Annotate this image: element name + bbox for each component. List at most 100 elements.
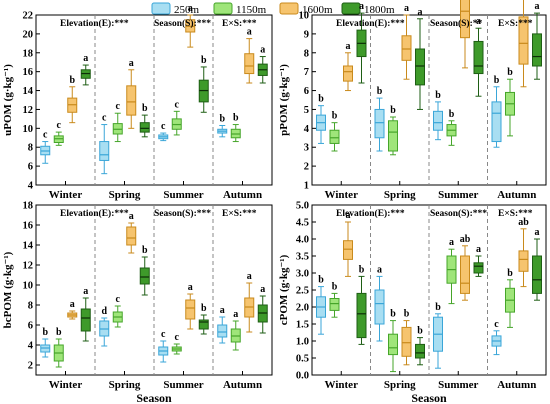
y-tick-label: 4 bbox=[304, 124, 310, 135]
box-1600m-autumn: a bbox=[518, 0, 529, 88]
y-tick-label: 1.5 bbox=[296, 320, 309, 331]
significance-letter: b bbox=[332, 111, 338, 122]
x-tick-label-autumn: Autumn bbox=[223, 189, 262, 201]
box-1800m-spring: b bbox=[415, 326, 425, 366]
significance-letter: a bbox=[188, 3, 193, 14]
x-axis-label: Season bbox=[411, 391, 447, 404]
box-1800m-winter: a bbox=[80, 53, 91, 86]
box-body bbox=[126, 85, 137, 116]
significance-letter: a bbox=[70, 299, 75, 310]
stats-annotation: Season(S):*** bbox=[154, 208, 211, 219]
significance-letter: a bbox=[535, 1, 540, 12]
y-tick-label: 4 bbox=[28, 181, 34, 192]
y-tick-label: 1 bbox=[304, 181, 309, 192]
box-1600m-summer: a bbox=[185, 3, 196, 48]
y-tick-label: 18 bbox=[23, 201, 34, 212]
y-tick-label: 4.5 bbox=[296, 218, 309, 229]
box-body bbox=[518, 250, 529, 272]
significance-letter: c bbox=[175, 99, 180, 110]
significance-letter: b bbox=[435, 302, 441, 313]
box-1800m-summer: a bbox=[473, 16, 484, 97]
x-tick-label-summer: Summer bbox=[163, 189, 203, 201]
stats-annotation: Season(S):** bbox=[430, 18, 483, 29]
stats-annotation: Season(S):*** bbox=[430, 208, 487, 219]
y-axis-label: bcPOM (g·kg⁻¹) bbox=[2, 251, 14, 328]
significance-letter: c bbox=[57, 120, 62, 131]
y-tick-label: 6 bbox=[28, 162, 33, 173]
box-body bbox=[343, 65, 353, 82]
box-body bbox=[388, 333, 398, 356]
box-250m-winter: c bbox=[40, 130, 51, 164]
significance-letter: c bbox=[161, 329, 166, 340]
box-1600m-summer: ab bbox=[460, 234, 471, 301]
box-body bbox=[356, 292, 367, 339]
box-1800m-spring: a bbox=[415, 7, 425, 110]
box-body bbox=[532, 255, 542, 294]
box-body bbox=[460, 0, 470, 39]
box-1800m-summer: b bbox=[198, 303, 209, 335]
x-tick-label-winter: Winter bbox=[49, 379, 83, 391]
significance-letter: b bbox=[494, 75, 500, 86]
box-1150m-winter: b bbox=[329, 111, 340, 152]
box-1150m-summer: a bbox=[446, 237, 457, 305]
significance-letter: a bbox=[346, 210, 351, 221]
y-tick-label: 4.0 bbox=[296, 235, 309, 246]
significance-letter: c bbox=[116, 294, 121, 305]
legend-swatch-1600m bbox=[279, 2, 299, 15]
box-body bbox=[139, 267, 150, 285]
box-body bbox=[460, 255, 470, 294]
x-axis-label: Season bbox=[136, 391, 172, 404]
box-1800m-summer: a bbox=[473, 244, 484, 277]
box-1600m-spring: a bbox=[126, 211, 137, 254]
box-body bbox=[198, 319, 209, 330]
y-tick-label: 18 bbox=[23, 48, 34, 59]
box-250m-winter: b bbox=[316, 275, 326, 335]
significance-letter: b bbox=[359, 264, 365, 275]
box-body bbox=[217, 324, 228, 338]
box-1150m-spring: b bbox=[388, 105, 398, 156]
y-tick-label: 2.5 bbox=[296, 286, 309, 297]
y-tick-label: 9 bbox=[304, 29, 309, 40]
chart-panel-4: 0.0 0.5 1.0 1.5 2.0 2.5 3.0 3.5 4.0 4.5 5.0 cPOM (g… bbox=[278, 201, 547, 391]
box-1150m-autumn: b bbox=[505, 268, 515, 328]
box-250m-winter: b bbox=[316, 94, 326, 144]
legend-label-1800m: 1800m bbox=[364, 4, 395, 16]
significance-letter: b bbox=[435, 90, 441, 101]
y-tick-label: 6 bbox=[304, 86, 309, 97]
box-body bbox=[433, 110, 443, 131]
box-1150m-winter: b bbox=[53, 327, 64, 368]
box-250m-summer: b bbox=[433, 302, 443, 369]
significance-letter: a bbox=[83, 53, 88, 64]
significance-letter: b bbox=[56, 327, 62, 338]
significance-letter: b bbox=[201, 55, 207, 66]
y-tick-label: 16 bbox=[23, 221, 34, 232]
box-1600m-winter: a bbox=[343, 41, 353, 92]
stats-annotation: Elevation(E):*** bbox=[60, 208, 129, 219]
box-1150m-autumn: b bbox=[230, 113, 241, 143]
significance-letter: a bbox=[188, 282, 193, 293]
significance-letter: a bbox=[418, 7, 423, 18]
y-tick-label: 12 bbox=[23, 261, 34, 272]
box-body bbox=[388, 120, 398, 152]
box-250m-summer: b bbox=[433, 90, 443, 141]
stats-annotation: Elevation(E):*** bbox=[60, 18, 129, 29]
significance-letter: a bbox=[449, 237, 454, 248]
box-1150m-winter: b bbox=[329, 281, 340, 318]
box-body bbox=[185, 299, 196, 320]
y-tick-label: 14 bbox=[23, 241, 34, 252]
x-tick-label-winter: Winter bbox=[325, 379, 359, 391]
y-tick-label: 7 bbox=[304, 67, 309, 78]
y-axis-label: uPOM (g·kg⁻¹) bbox=[2, 64, 14, 136]
box-1600m-winter: b bbox=[67, 75, 78, 124]
significance-letter: b bbox=[142, 245, 148, 256]
box-1800m-winter: a bbox=[356, 1, 367, 84]
box-250m-summer: c bbox=[158, 329, 169, 363]
y-tick-label: 0.0 bbox=[296, 371, 309, 382]
stats-annotation: E×S:*** bbox=[222, 209, 257, 219]
x-tick-label-winter: Winter bbox=[325, 189, 359, 201]
box-body bbox=[374, 289, 385, 325]
box-250m-winter: b bbox=[40, 327, 51, 358]
box-250m-spring: b bbox=[374, 86, 385, 152]
y-tick-label: 0.5 bbox=[296, 354, 309, 365]
significance-letter: b bbox=[219, 114, 225, 125]
